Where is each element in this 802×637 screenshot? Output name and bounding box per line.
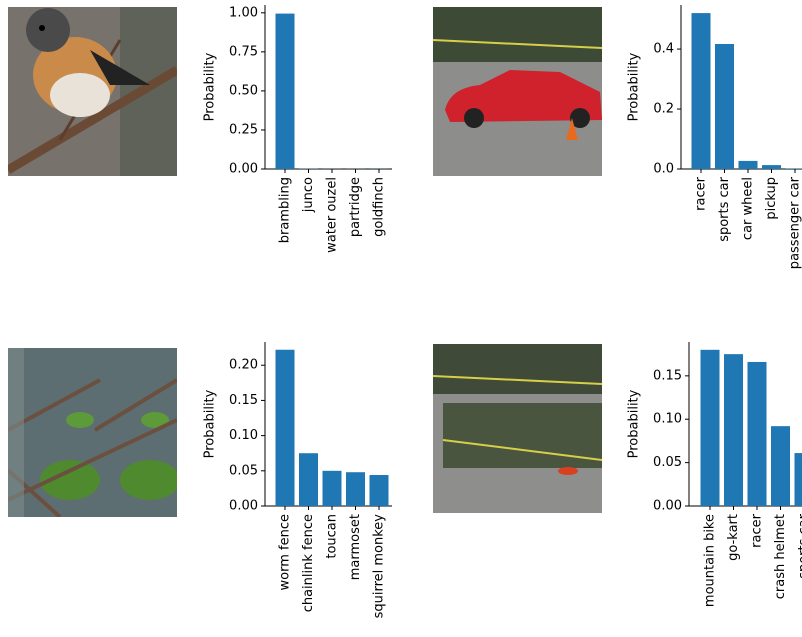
bar [771,426,790,506]
y-axis-label: Probability [627,389,642,458]
y-tick-label: 0.00 [229,499,258,514]
y-tick-label: 0.15 [653,368,682,383]
x-tick-label: junco [301,177,316,213]
y-tick-label: 0.10 [229,428,258,443]
bar [724,354,743,506]
bar [322,470,342,506]
bar [785,168,802,169]
y-tick-label: 0.2 [653,102,674,117]
bar [794,453,802,506]
x-tick-label: car wheel [741,177,756,240]
bar [299,453,318,506]
y-tick-label: 0.05 [229,463,258,478]
y-tick-label: 0.0 [653,162,674,177]
bar [762,165,781,169]
y-tick-label: 0.4 [653,42,674,57]
bar [747,361,767,506]
y-tick-label: 0.10 [653,412,682,427]
x-tick-label: racer [750,513,765,547]
bar [346,472,365,506]
bar [715,43,734,169]
y-tick-label: 0.20 [229,358,258,373]
y-tick-label: 1.00 [229,5,258,20]
x-tick-label: pickup [764,177,779,220]
x-tick-label: crash helmet [773,514,788,599]
bird-image [8,7,177,176]
x-tick-label: sports car [717,176,732,241]
x-tick-label: marmoset [348,514,363,580]
y-tick-label: 0.00 [229,162,258,177]
car-image [433,7,602,176]
y-tick-label: 0.50 [229,83,258,98]
bar [275,349,295,506]
x-tick-label: partridge [348,177,363,237]
x-tick-label: toucan [325,514,340,559]
y-tick-label: 0.25 [229,122,258,137]
bar [738,160,758,169]
x-tick-label: worm fence [278,514,293,590]
bar [691,13,711,170]
x-tick-label: chainlink fence [301,514,316,612]
y-axis-label: Probability [203,52,218,121]
x-tick-label: racer [694,176,709,210]
x-tick-label: sports car [797,513,802,578]
x-tick-label: passenger car [788,176,802,269]
bar [369,475,389,506]
y-axis-label: Probability [203,389,218,458]
fence-image [8,348,177,517]
x-tick-label: brambling [278,177,293,243]
x-tick-label: goldfinch [372,177,387,237]
y-tick-label: 0.05 [653,455,682,470]
x-tick-label: squirrel monkey [372,514,387,619]
blurred-car-image [433,344,602,513]
y-tick-label: 0.75 [229,44,258,59]
y-tick-label: 0.00 [653,499,682,514]
y-axis-label: Probability [627,52,642,121]
y-tick-label: 0.15 [229,393,258,408]
x-tick-label: water ouzel [325,177,340,253]
x-tick-label: mountain bike [703,514,718,607]
bar [275,13,295,170]
x-tick-label: go-kart [726,514,741,561]
bar [700,349,720,506]
